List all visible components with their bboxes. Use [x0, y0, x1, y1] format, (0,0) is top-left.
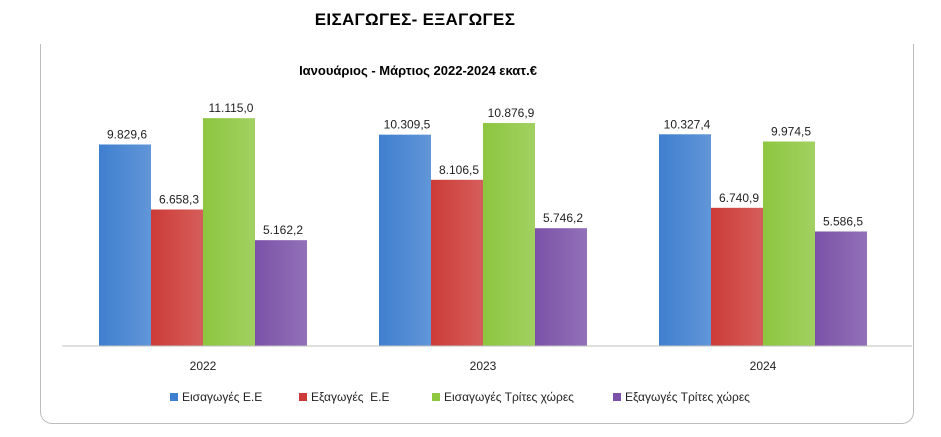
bar-2022-series-2	[151, 209, 203, 346]
legend-label-3: Εισαγωγές Τρίτες χώρες	[444, 390, 574, 404]
bar-2023-series-4	[535, 228, 587, 346]
legend-swatch-2	[299, 393, 307, 401]
data-label-2024-series-2: 6.740,9	[719, 191, 759, 205]
legend-swatch-3	[432, 393, 440, 401]
data-label-2024-series-4: 5.586,5	[823, 214, 863, 228]
data-label-2022-series-3: 11.115,0	[209, 101, 254, 115]
bar-2023-series-2	[431, 179, 483, 346]
bar-2022-series-4	[255, 240, 307, 346]
category-label-2024: 2024	[750, 359, 777, 373]
legend: Εισαγωγές Ε.Ε Εξαγωγές Ε.Ε Εισαγωγές Τρίτε…	[170, 390, 750, 404]
data-label-2024-series-3: 9.974,5	[771, 125, 811, 139]
data-label-2022-series-2: 6.658,3	[159, 193, 199, 207]
data-label-2022-series-1: 9.829,6	[107, 127, 147, 141]
legend-label-4: Εξαγωγές Τρίτες χώρες	[625, 390, 750, 404]
bar-2022-series-3	[203, 118, 255, 346]
data-label-2023-series-3: 10.876,9	[488, 106, 535, 120]
data-label-2024-series-1: 10.327,4	[664, 117, 711, 131]
legend-swatch-4	[613, 393, 621, 401]
chart-frame	[40, 44, 914, 424]
bar-2024-series-4	[815, 231, 867, 346]
data-label-2023-series-2: 8.106,5	[439, 163, 479, 177]
page-title: ΕΙΣΑΓΩΓΕΣ- ΕΞΑΓΩΓΕΣ	[314, 10, 516, 29]
legend-label-1: Εισαγωγές Ε.Ε	[182, 390, 262, 404]
legend-swatch-1	[170, 393, 178, 401]
bar-2022-series-1	[99, 144, 151, 346]
bar-2024-series-1	[659, 134, 711, 346]
bar-2023-series-3	[483, 123, 535, 346]
bar-2023-series-1	[379, 134, 431, 346]
data-label-2023-series-1: 10.309,5	[384, 118, 431, 132]
data-label-2022-series-4: 5.162,2	[263, 223, 303, 237]
chart-title: Ιανουάριος - Μάρτιος 2022-2024 εκατ.€	[299, 63, 537, 78]
category-labels: 2022 2023 2024	[190, 359, 777, 373]
bars-group: 9.829,6 6.658,3 11.115,0 5.162,2 10.309,5 8.1…	[99, 101, 867, 346]
bar-2024-series-3	[763, 141, 815, 346]
category-label-2023: 2023	[470, 359, 497, 373]
legend-label-2: Εξαγωγές Ε.Ε	[311, 390, 390, 404]
bar-2024-series-2	[711, 207, 763, 346]
data-label-2023-series-4: 5.746,2	[543, 211, 583, 225]
category-label-2022: 2022	[190, 359, 217, 373]
